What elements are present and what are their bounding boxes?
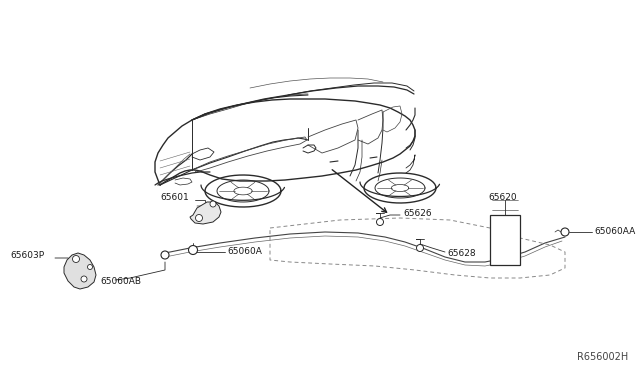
Circle shape xyxy=(417,244,424,251)
Text: 65628: 65628 xyxy=(447,250,476,259)
Text: 65626: 65626 xyxy=(403,208,431,218)
Circle shape xyxy=(88,264,93,269)
Text: 65603P: 65603P xyxy=(10,251,44,260)
Circle shape xyxy=(376,218,383,225)
Circle shape xyxy=(72,256,79,263)
Polygon shape xyxy=(64,253,96,289)
Text: 65620: 65620 xyxy=(488,193,516,202)
Circle shape xyxy=(561,228,569,236)
Bar xyxy=(490,215,520,265)
Text: 65060AB: 65060AB xyxy=(100,278,141,286)
Text: 65601: 65601 xyxy=(160,193,189,202)
Text: 65060A: 65060A xyxy=(227,247,262,257)
Text: R656002H: R656002H xyxy=(577,352,628,362)
Circle shape xyxy=(189,246,198,254)
Polygon shape xyxy=(190,202,221,224)
Circle shape xyxy=(195,215,202,221)
Circle shape xyxy=(161,251,169,259)
Circle shape xyxy=(210,201,216,207)
Text: 65060AA: 65060AA xyxy=(594,228,636,237)
Circle shape xyxy=(81,276,87,282)
